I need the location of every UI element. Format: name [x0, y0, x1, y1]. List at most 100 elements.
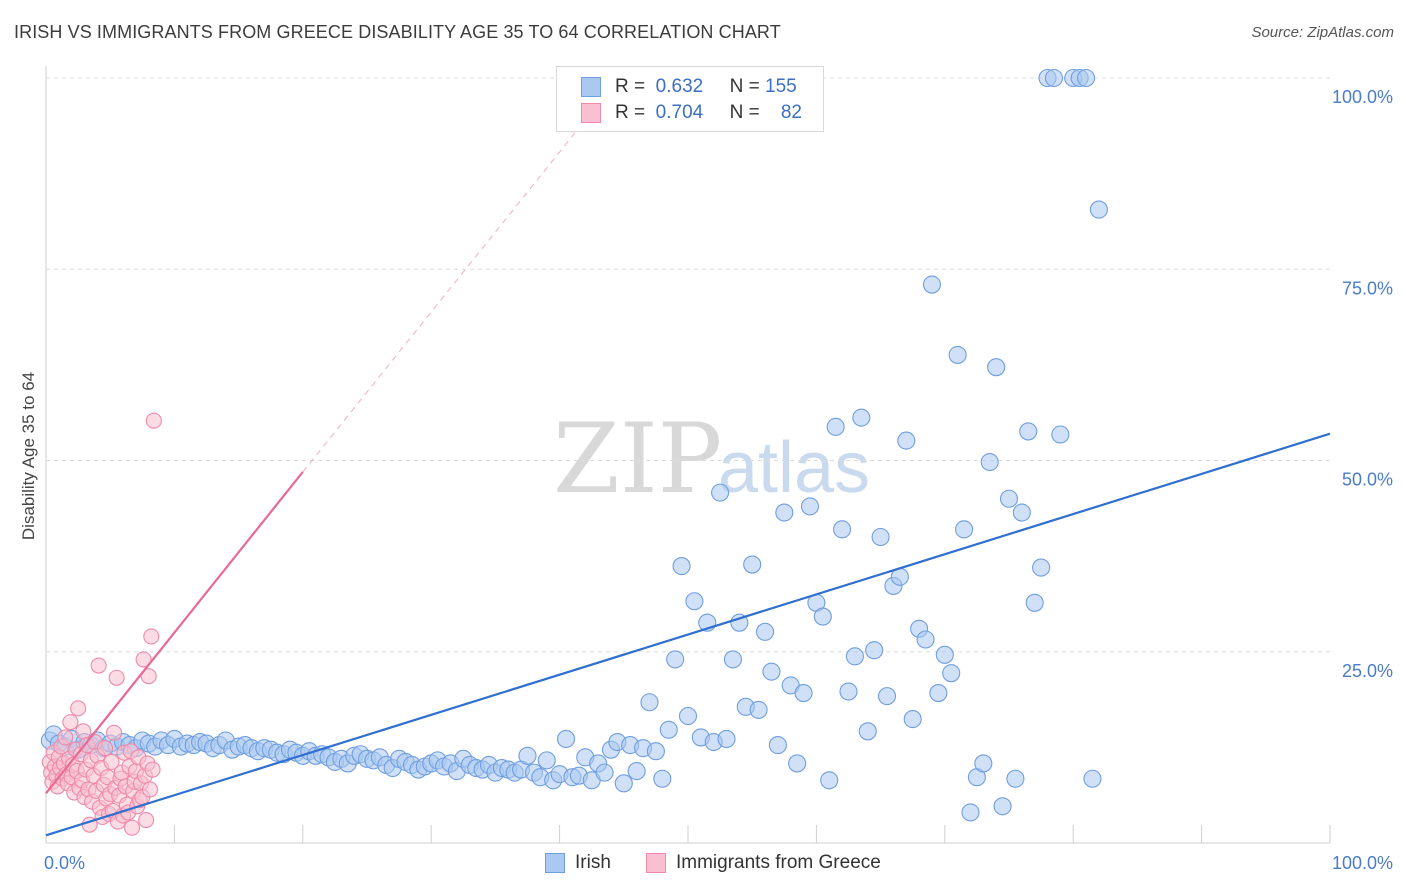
irish-point: [1089, 200, 1108, 219]
irish-point: [755, 622, 775, 641]
irish-point: [800, 497, 820, 516]
irish-point: [717, 729, 736, 749]
irish-point: [1032, 558, 1051, 577]
irish-point: [640, 693, 659, 712]
y-tick-labels: 100.0% 75.0% 50.0% 25.0%: [1332, 87, 1393, 681]
irish-point: [768, 736, 787, 755]
irish-point: [1006, 769, 1025, 788]
legend-r-value: 0.704: [655, 102, 704, 123]
axes: [45, 66, 1331, 844]
greece-point: [62, 714, 79, 731]
irish-point: [865, 641, 884, 660]
series-legend: Irish Immigrants from Greece: [0, 852, 1406, 878]
legend-n-label: N =: [729, 102, 760, 123]
irish-point: [537, 751, 556, 770]
irish-point: [1083, 769, 1102, 788]
legend-n-value: 82: [780, 102, 802, 123]
greece-point: [57, 729, 74, 746]
irish-point: [518, 746, 537, 765]
y-tick-label: 75.0%: [1342, 278, 1393, 298]
irish-point: [659, 720, 678, 739]
series-legend-label: Immigrants from Greece: [676, 852, 881, 873]
greece-point: [106, 724, 123, 741]
chart-title: IRISH VS IMMIGRANTS FROM GREECE DISABILI…: [14, 22, 781, 42]
series-swatch-greece: [646, 853, 666, 873]
irish-point: [743, 555, 762, 574]
irish-point: [871, 527, 890, 547]
irish-point: [666, 650, 685, 669]
source-label: Source: ZipAtlas.com: [1251, 24, 1394, 41]
legend-row-irish: R = 0.632 N = 155: [581, 74, 797, 100]
greece-point: [143, 628, 160, 645]
irish-point: [922, 275, 942, 294]
x-tick-labels: 0.0% 100.0%: [44, 853, 1393, 873]
watermark-zip: ZIP: [553, 403, 722, 515]
irish-point: [961, 803, 980, 822]
greece-point: [144, 761, 161, 778]
irish-point: [1012, 503, 1031, 522]
irish-point: [820, 771, 839, 790]
trend-lines: [45, 119, 1331, 837]
irish-point: [775, 503, 794, 522]
greece-point: [141, 781, 159, 798]
irish-point: [929, 684, 948, 703]
irish-point: [723, 650, 742, 669]
series-greece: [41, 412, 162, 836]
irish-point: [1025, 593, 1044, 612]
legend-swatch-greece: [581, 103, 601, 123]
irish-point: [839, 682, 858, 701]
irish-point: [595, 763, 614, 782]
watermark-atlas: atlas: [718, 428, 870, 508]
irish-point: [556, 729, 576, 749]
irish-point: [826, 417, 845, 436]
irish-point: [916, 630, 935, 649]
irish-point: [813, 607, 832, 626]
irish-point: [993, 797, 1012, 816]
irish-point: [980, 452, 999, 472]
irish-point: [794, 684, 813, 703]
greece-trend-line: [45, 471, 304, 794]
greece-point: [70, 700, 87, 717]
legend-row-greece: R = 0.704 N = 82: [581, 100, 802, 126]
irish-point: [1019, 422, 1038, 441]
irish-point: [903, 710, 922, 729]
greece-point: [75, 723, 92, 740]
y-axis-label: Disability Age 35 to 64: [19, 372, 38, 540]
greece-point: [103, 753, 120, 770]
irish-point: [614, 774, 633, 793]
irish-point: [1051, 425, 1070, 444]
irish-point: [749, 700, 768, 719]
series-legend-greece[interactable]: Immigrants from Greece: [646, 852, 881, 874]
irish-point: [788, 754, 807, 773]
irish-point: [685, 592, 704, 611]
irish-point: [987, 358, 1006, 377]
irish-point: [877, 687, 897, 706]
x-tick-label: 100.0%: [1332, 853, 1393, 873]
irish-point: [955, 520, 974, 539]
greece-point: [138, 811, 155, 829]
irish-point: [646, 742, 665, 761]
irish-point: [711, 483, 730, 502]
greece-point: [97, 740, 114, 757]
greece-point: [135, 651, 152, 668]
x-tick-label: 0.0%: [44, 853, 85, 873]
irish-point: [974, 754, 993, 773]
watermark: ZIP atlas: [553, 403, 870, 515]
series-legend-irish[interactable]: Irish: [545, 852, 611, 874]
greece-point: [108, 669, 125, 686]
irish-point: [852, 408, 871, 427]
legend-r-label: R =: [615, 102, 646, 123]
legend-r-value: 0.632: [655, 76, 704, 97]
irish-point: [833, 520, 852, 539]
irish-point: [935, 645, 954, 664]
irish-point: [678, 706, 698, 726]
irish-trend-line: [45, 432, 1331, 837]
greece-trend-extension: [302, 119, 586, 473]
greece-point: [123, 819, 141, 836]
legend-n-value: 155: [765, 76, 797, 97]
legend-n-label: N =: [729, 76, 760, 97]
irish-point: [948, 345, 967, 364]
series-legend-label: Irish: [575, 852, 611, 873]
y-tick-label: 25.0%: [1342, 661, 1393, 681]
